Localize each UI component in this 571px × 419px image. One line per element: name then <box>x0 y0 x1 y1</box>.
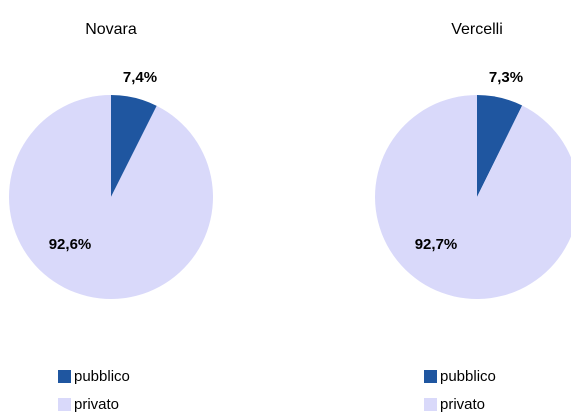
data-label: 92,6% <box>49 236 92 253</box>
data-label: 92,7% <box>415 236 458 253</box>
chart-title: Novara <box>85 21 137 38</box>
pie-slice <box>111 95 157 197</box>
data-label: 7,3% <box>489 69 523 86</box>
legend-label: pubblico <box>440 368 496 385</box>
legend-label: pubblico <box>74 368 130 385</box>
pie-slice <box>375 95 571 299</box>
pie-slice <box>8 95 213 299</box>
data-label: 7,4% <box>123 69 157 86</box>
pie-slice <box>477 95 523 197</box>
legend-swatch <box>424 370 437 383</box>
legend-swatch <box>58 370 71 383</box>
chart-title: Vercelli <box>451 21 503 38</box>
legend-label: privato <box>74 396 119 413</box>
legend-label: privato <box>440 396 485 413</box>
legend-swatch <box>424 398 437 411</box>
legend-swatch <box>58 398 71 411</box>
